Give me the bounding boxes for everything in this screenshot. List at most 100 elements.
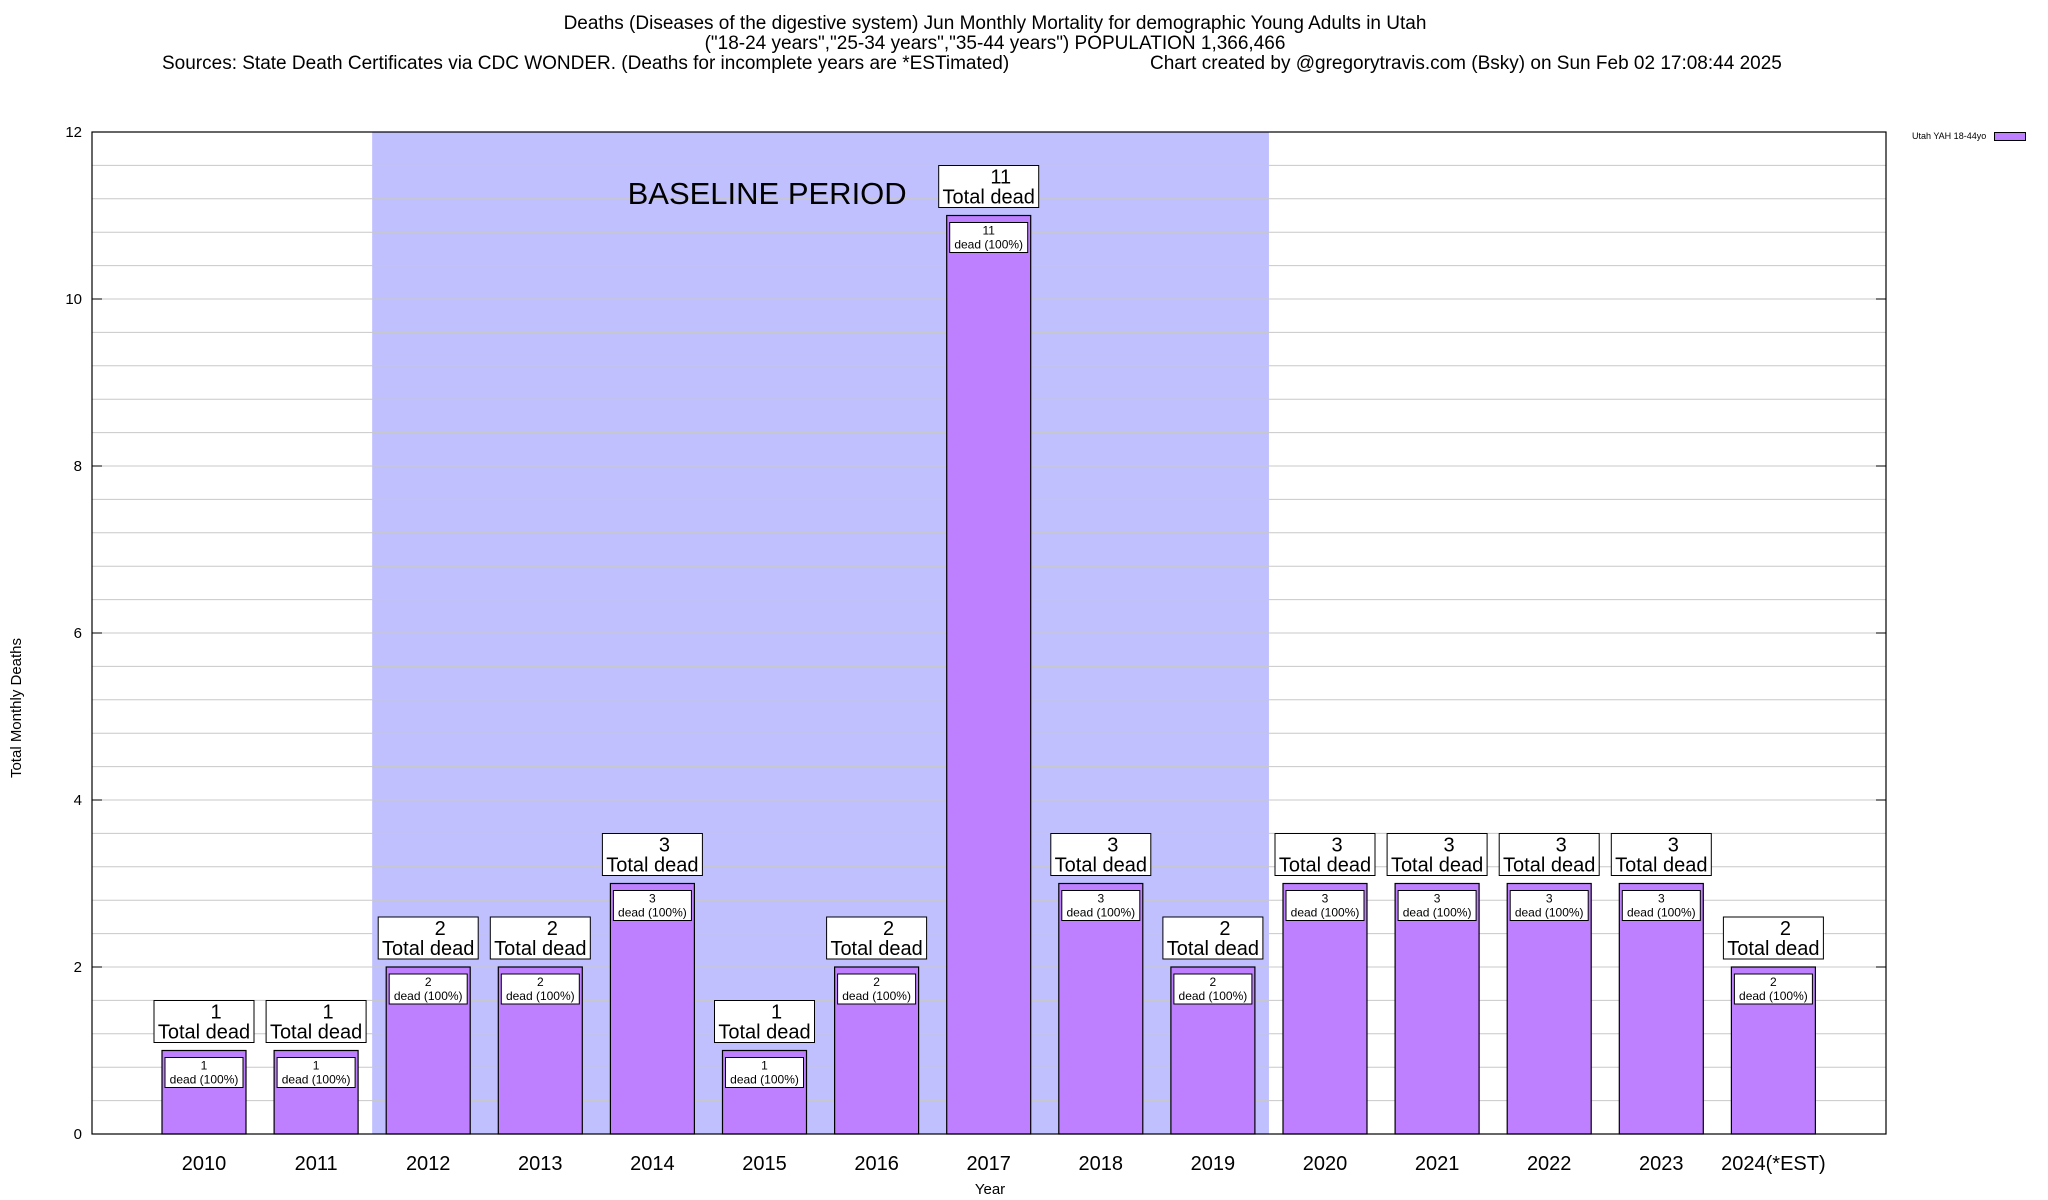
bar-inner-value: 1 [761, 1059, 768, 1073]
bar-inner-label: dead (100%) [1739, 989, 1808, 1003]
x-tick-label: 2021 [1415, 1153, 1460, 1175]
x-axis-label: Year [975, 1181, 1005, 1198]
bar-total-label-box [714, 1000, 815, 1043]
bar-inner-label-box [949, 222, 1029, 253]
x-tick-label: 2018 [1079, 1153, 1124, 1175]
x-tick-label: 2015 [742, 1153, 787, 1175]
bar-inner-label-box [837, 973, 917, 1005]
bar-total-value: 2 [547, 918, 558, 940]
bar-inner-value: 2 [1210, 975, 1217, 989]
bar [1506, 882, 1592, 1135]
bar-total-label-box [489, 916, 591, 960]
bar-total-label: Total dead [382, 938, 474, 960]
legend-swatch [1994, 131, 2027, 141]
bar-total-label-box [1386, 833, 1488, 876]
x-tick-label: 2010 [182, 1153, 227, 1175]
bar-total-value: 3 [1668, 835, 1679, 857]
bar-total-value: 2 [883, 918, 894, 940]
bar-inner-value: 3 [1434, 892, 1441, 906]
bar-inner-label: dead (100%) [954, 238, 1023, 252]
bar-inner-label-box [612, 890, 692, 921]
bar-total-label: Total dead [1279, 855, 1371, 877]
bar [946, 214, 1032, 1135]
legend: Utah YAH 18-44yo [1912, 131, 2027, 141]
bar-inner-label-box [1061, 890, 1141, 921]
bar-total-label-box [153, 1000, 255, 1043]
bar-inner-label: dead (100%) [1291, 906, 1360, 920]
bar-inner-label: dead (100%) [282, 1073, 351, 1087]
bar [1058, 882, 1144, 1135]
bar-total-label: Total dead [606, 855, 698, 877]
bar-total-value: 1 [771, 1002, 782, 1024]
bar-inner-value: 2 [537, 975, 544, 989]
x-tick-label: 2012 [406, 1153, 451, 1175]
bar-inner-label-box [164, 1057, 244, 1088]
bar-total-label-box [265, 1000, 367, 1043]
bar-total-value: 3 [1107, 835, 1118, 857]
source-text: Sources: State Death Certificates via CD… [162, 53, 1010, 74]
bar-total-label: Total dead [943, 187, 1035, 209]
x-tick-label: 2019 [1191, 1153, 1236, 1175]
bar-inner-value: 3 [649, 892, 656, 906]
chart-subtitle: ("18-24 years","25-34 years","35-44 year… [704, 33, 1286, 54]
bar-inner-value: 1 [313, 1059, 320, 1073]
bar-inner-label-box [388, 973, 468, 1005]
bar-total-label-box [1162, 916, 1264, 960]
bar-total-label: Total dead [1727, 938, 1819, 960]
bar-total-label-box [1050, 833, 1152, 876]
bar-total-label: Total dead [1615, 855, 1707, 877]
bar-inner-label: dead (100%) [1403, 906, 1472, 920]
bar-inner-value: 2 [425, 975, 432, 989]
bar-total-value: 3 [1444, 835, 1455, 857]
bar-inner-label-box [1621, 890, 1701, 921]
bar-inner-label-box [1733, 973, 1813, 1005]
bar-total-value: 1 [323, 1002, 334, 1024]
bar-inner-label: dead (100%) [842, 989, 911, 1003]
bar-total-label: Total dead [1391, 855, 1483, 877]
chart-title-block: Deaths (Diseases of the digestive system… [0, 14, 1990, 134]
bar-inner-label-box [1509, 890, 1589, 921]
bar-inner-label: dead (100%) [1179, 989, 1248, 1003]
bar-inner-value: 3 [1322, 892, 1329, 906]
bar-total-value: 11 [990, 167, 1011, 189]
bar-inner-label-box [1397, 890, 1477, 921]
bar-total-label: Total dead [1055, 855, 1147, 877]
bar-total-value: 2 [1219, 918, 1230, 940]
bar-inner-label-box [500, 973, 580, 1005]
bar-inner-value: 3 [1658, 892, 1665, 906]
bar-total-value: 1 [210, 1002, 221, 1024]
bar-total-label-box [1498, 833, 1600, 876]
bar-total-label-box [1274, 833, 1376, 876]
bar-total-label: Total dead [270, 1022, 362, 1044]
plot-border [91, 131, 1887, 1135]
x-tick-label: 2017 [966, 1153, 1011, 1175]
bar-total-label-box [377, 916, 479, 960]
bar-inner-label: dead (100%) [1627, 906, 1696, 920]
bar-inner-label: dead (100%) [618, 906, 687, 920]
bar-inner-label: dead (100%) [730, 1073, 799, 1087]
bar-inner-label: dead (100%) [1066, 906, 1135, 920]
bar-inner-label-box [1285, 890, 1365, 921]
bar-inner-value: 3 [1546, 892, 1553, 906]
bar-inner-label-box [1173, 973, 1253, 1005]
bar [1618, 882, 1704, 1135]
bar-total-label: Total dead [830, 938, 922, 960]
y-tick-label: 10 [65, 291, 82, 308]
x-tick-label: 2020 [1303, 1153, 1348, 1175]
y-tick-label: 0 [74, 1126, 82, 1143]
bar-inner-value: 1 [201, 1059, 208, 1073]
bar [609, 882, 696, 1135]
bar [1282, 882, 1368, 1135]
bar-total-value: 3 [659, 835, 670, 857]
chart-source-line: Sources: State Death Certificates via CD… [0, 54, 1990, 134]
bar-total-label-box [938, 165, 1040, 208]
y-tick-label: 12 [65, 124, 82, 141]
x-tick-label: 2024(*EST) [1721, 1153, 1826, 1175]
bar-total-value: 2 [1780, 918, 1791, 940]
x-tick-label: 2011 [295, 1153, 338, 1175]
y-tick-label: 4 [74, 792, 82, 809]
bar-total-label-box [1610, 833, 1712, 876]
bar-total-label: Total dead [1503, 855, 1595, 877]
bar-inner-label: dead (100%) [170, 1073, 239, 1087]
